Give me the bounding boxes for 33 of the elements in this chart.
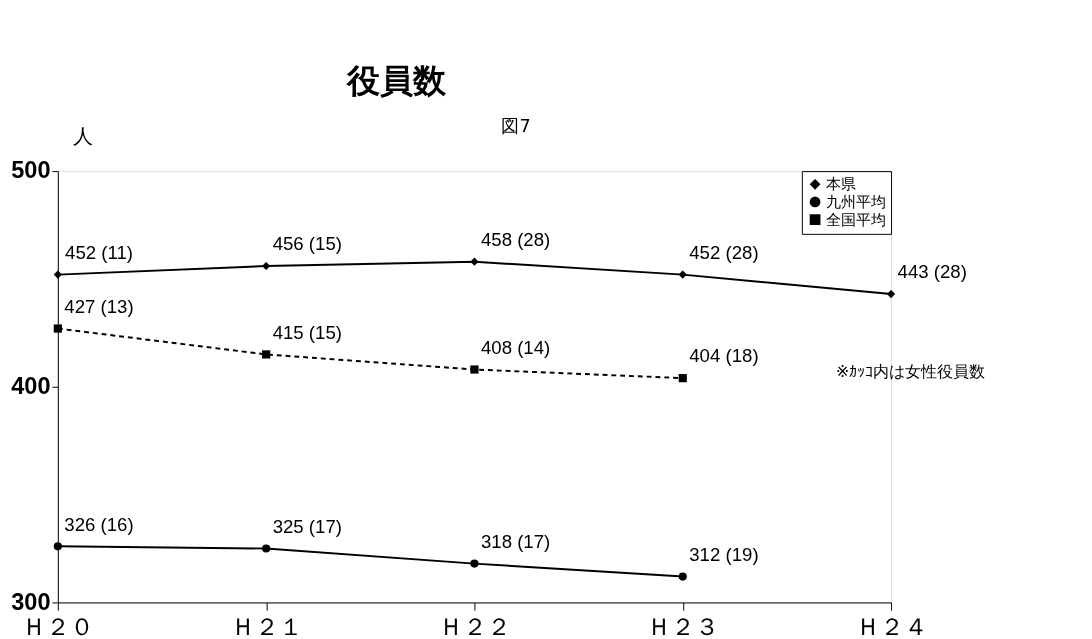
data-label: 458 (28)	[480, 229, 551, 250]
x-tick-label: Ｈ２２	[438, 613, 511, 639]
y-tick-label: 500	[11, 157, 51, 184]
legend-label: 全国平均	[826, 210, 887, 228]
annotation: ※ｶｯｺ内は女性役員数	[836, 361, 986, 381]
y-axis-title: 人	[72, 125, 93, 149]
point	[53, 324, 62, 333]
point	[886, 289, 896, 299]
x-tick-label: Ｈ２１	[230, 613, 303, 639]
data-label: 443 (28)	[897, 261, 967, 283]
data-label: 408 (14)	[480, 336, 551, 358]
data-label: 312 (19)	[689, 543, 759, 565]
x-tick-label: Ｈ２４	[855, 613, 928, 639]
x-tick-label: Ｈ２０	[22, 613, 95, 639]
data-label: 325 (17)	[272, 515, 342, 537]
point	[262, 350, 271, 359]
x-tick-label: Ｈ２３	[647, 613, 720, 639]
legend-label: 九州平均	[826, 192, 887, 210]
data-label: 456 (15)	[272, 233, 342, 255]
data-label: 452 (28)	[689, 241, 759, 263]
y-tick-label: 300	[11, 588, 51, 615]
point	[678, 374, 687, 383]
y-tick-label: 400	[11, 373, 51, 400]
data-label: 427 (13)	[64, 295, 134, 317]
data-label: 326 (16)	[64, 513, 134, 535]
data-label: 452 (11)	[65, 241, 133, 263]
chart-title: 役員数	[345, 60, 447, 100]
data-label: 404 (18)	[689, 345, 759, 367]
point	[470, 365, 479, 374]
legend-label: 本県	[826, 175, 857, 193]
caption: 図7	[501, 115, 531, 136]
data-label: 415 (15)	[272, 321, 342, 343]
data-label: 318 (17)	[480, 530, 551, 552]
